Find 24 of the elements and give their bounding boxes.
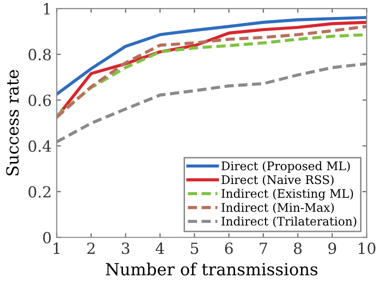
x-tick-label: 3 (122, 242, 130, 254)
legend-label: Indirect (Trilateration) (222, 216, 356, 228)
line-series (56, 16, 367, 96)
y-tick-label: 0.4 (28, 140, 52, 152)
legend-label: Indirect (Min-Max) (222, 202, 334, 214)
y-tick-label: 0.6 (28, 94, 51, 106)
x-tick-label: 7 (260, 242, 268, 254)
y-tick-label: 0 (43, 232, 51, 244)
y-tick-label: 0.8 (28, 48, 51, 60)
x-tick-label: 6 (225, 242, 233, 254)
x-tick-label: 1 (54, 242, 60, 254)
y-tick-label: 0.2 (28, 186, 50, 198)
x-tick-label: 4 (156, 242, 164, 254)
x-axis-title: Number of transmissions (106, 262, 318, 276)
legend-label: Direct (Naive RSS) (222, 174, 334, 186)
x-tick-label: 2 (87, 242, 94, 254)
legend-label: Indirect (Existing ML) (222, 188, 353, 200)
x-tick-label: 9 (328, 242, 336, 254)
y-tick-label: 1 (44, 3, 50, 14)
x-tick-label: 5 (190, 242, 198, 254)
legend-label: Direct (Proposed ML) (222, 161, 350, 173)
y-axis-title: Success rate (6, 70, 19, 176)
x-tick-label: 10 (358, 242, 376, 254)
x-tick-label: 8 (294, 242, 302, 254)
